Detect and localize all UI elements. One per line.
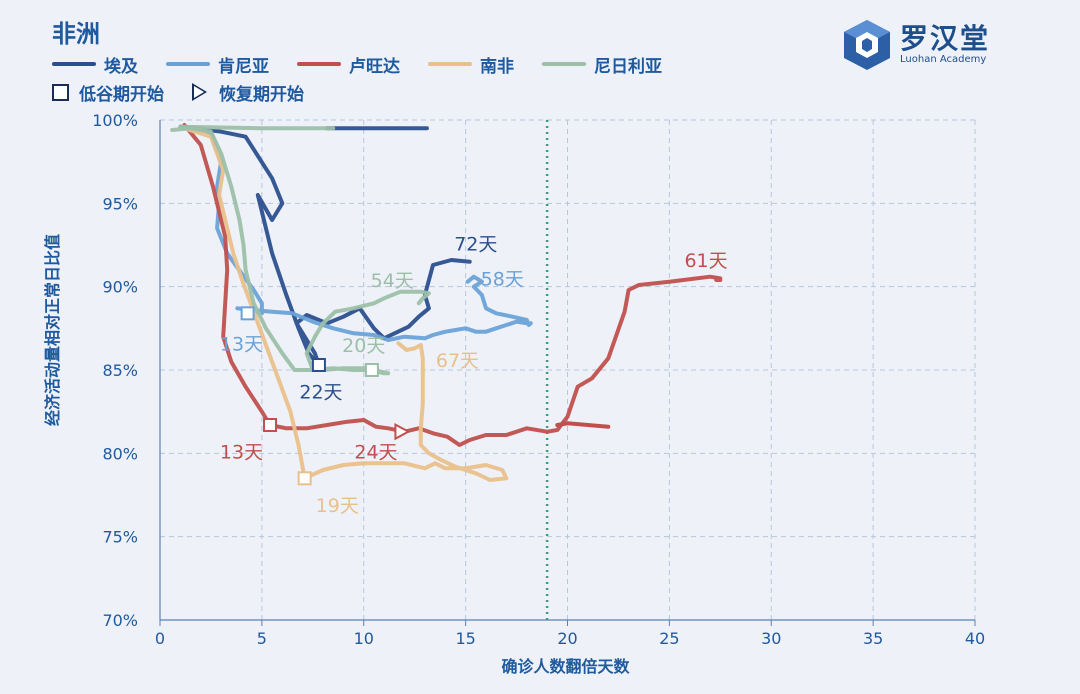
legend-label-rwanda: 卢旺达 [349, 56, 400, 77]
y-tick-label: 70% [102, 611, 138, 630]
legend-label-kenya: 肯尼亚 [218, 56, 269, 77]
x-tick-label: 0 [155, 629, 165, 648]
legend-item-kenya: 肯尼亚 [166, 52, 269, 77]
legend-label-trough-start: 低谷期开始 [79, 84, 164, 105]
legend-item-trough-start: 低谷期开始 [52, 80, 164, 105]
x-tick-label: 35 [863, 629, 883, 648]
legend-swatch-egypt [52, 62, 96, 66]
luohan-logo: 罗汉堂 Luohan Academy [842, 18, 990, 72]
y-tick-label: 100% [92, 111, 138, 130]
grid-layer [160, 119, 976, 620]
recovery-start-marker [394, 422, 411, 441]
legend-item-nigeria: 尼日利亚 [542, 52, 662, 77]
south-africa-line [182, 126, 509, 482]
nigeria-line [178, 124, 336, 131]
legend-series-row: 埃及 肯尼亚 卢旺达 南非 尼日利亚 [52, 52, 690, 77]
y-tick-label: 95% [102, 194, 138, 213]
legend-label-recovery-start: 恢复期开始 [219, 84, 304, 105]
legend-swatch-rwanda [297, 62, 341, 66]
logo-subtitle: Luohan Academy [900, 54, 987, 65]
trough-start-marker [297, 471, 312, 486]
legend-swatch-kenya [166, 62, 210, 66]
trough-start-marker [263, 418, 278, 432]
cube-logo-icon [844, 20, 890, 70]
axes-layer: 0 5 10 15 20 25 30 35 40 70% 75% 80% 85% 90% 95% 100% 确诊… [43, 111, 985, 676]
chart-title: 非洲 [52, 20, 100, 48]
trough-days-label: 20天 [342, 335, 385, 357]
trough-days-label: 19天 [316, 495, 359, 517]
x-tick-label: 25 [659, 629, 679, 648]
legend-item-rwanda: 卢旺达 [297, 52, 400, 77]
trough-days-label: 13天 [220, 442, 263, 464]
legend-label-south-africa: 南非 [480, 56, 514, 77]
egypt-line [178, 124, 472, 367]
trough-start-marker [311, 358, 326, 372]
label-layer: 22天 72天 13天 58天 13天 24天 61天 19天 67天 20天 54天 [220, 233, 728, 517]
end-days-label: 67天 [436, 350, 479, 372]
nigeria-line [170, 126, 431, 376]
triangle-marker-icon [192, 83, 207, 101]
kenya-line [178, 124, 533, 342]
legend-item-south-africa: 南非 [428, 52, 514, 77]
x-tick-label: 30 [761, 629, 781, 648]
trough-days-label: 13天 [220, 333, 263, 355]
end-days-label: 54天 [371, 270, 414, 292]
marker-layer [240, 306, 411, 486]
square-marker-icon [52, 83, 69, 101]
x-tick-label: 10 [354, 629, 374, 648]
trough-start-marker [364, 363, 379, 377]
y-tick-label: 75% [102, 528, 138, 547]
y-axis-label: 经济活动量相对正常日比值 [43, 234, 62, 426]
legend-item-recovery-start: 恢复期开始 [192, 80, 304, 105]
trough-days-label: 22天 [299, 382, 342, 404]
logo-name: 罗汉堂 [900, 22, 991, 55]
legend-label-egypt: 埃及 [104, 56, 138, 77]
end-days-label: 61天 [684, 250, 727, 272]
x-tick-label: 40 [965, 629, 985, 648]
end-days-label: 58天 [481, 268, 524, 290]
y-tick-label: 80% [102, 444, 138, 463]
rwanda-line-branch [555, 421, 611, 429]
rwanda-line [182, 123, 723, 447]
legend-item-egypt: 埃及 [52, 52, 138, 77]
x-tick-label: 5 [257, 629, 267, 648]
legend-swatch-south-africa [428, 62, 472, 66]
series-layer [170, 123, 723, 482]
trough-start-marker [240, 306, 255, 321]
recovery-days-label: 24天 [354, 442, 397, 464]
y-tick-label: 90% [102, 278, 138, 297]
x-axis-label: 确诊人数翻倍天数 [501, 657, 630, 676]
x-tick-label: 20 [557, 629, 577, 648]
end-days-label: 72天 [454, 233, 497, 255]
x-tick-label: 15 [455, 629, 475, 648]
legend-marker-row: 低谷期开始 恢复期开始 [52, 80, 332, 105]
legend-swatch-nigeria [542, 62, 586, 66]
legend-label-nigeria: 尼日利亚 [594, 56, 662, 77]
y-tick-label: 85% [102, 361, 138, 380]
